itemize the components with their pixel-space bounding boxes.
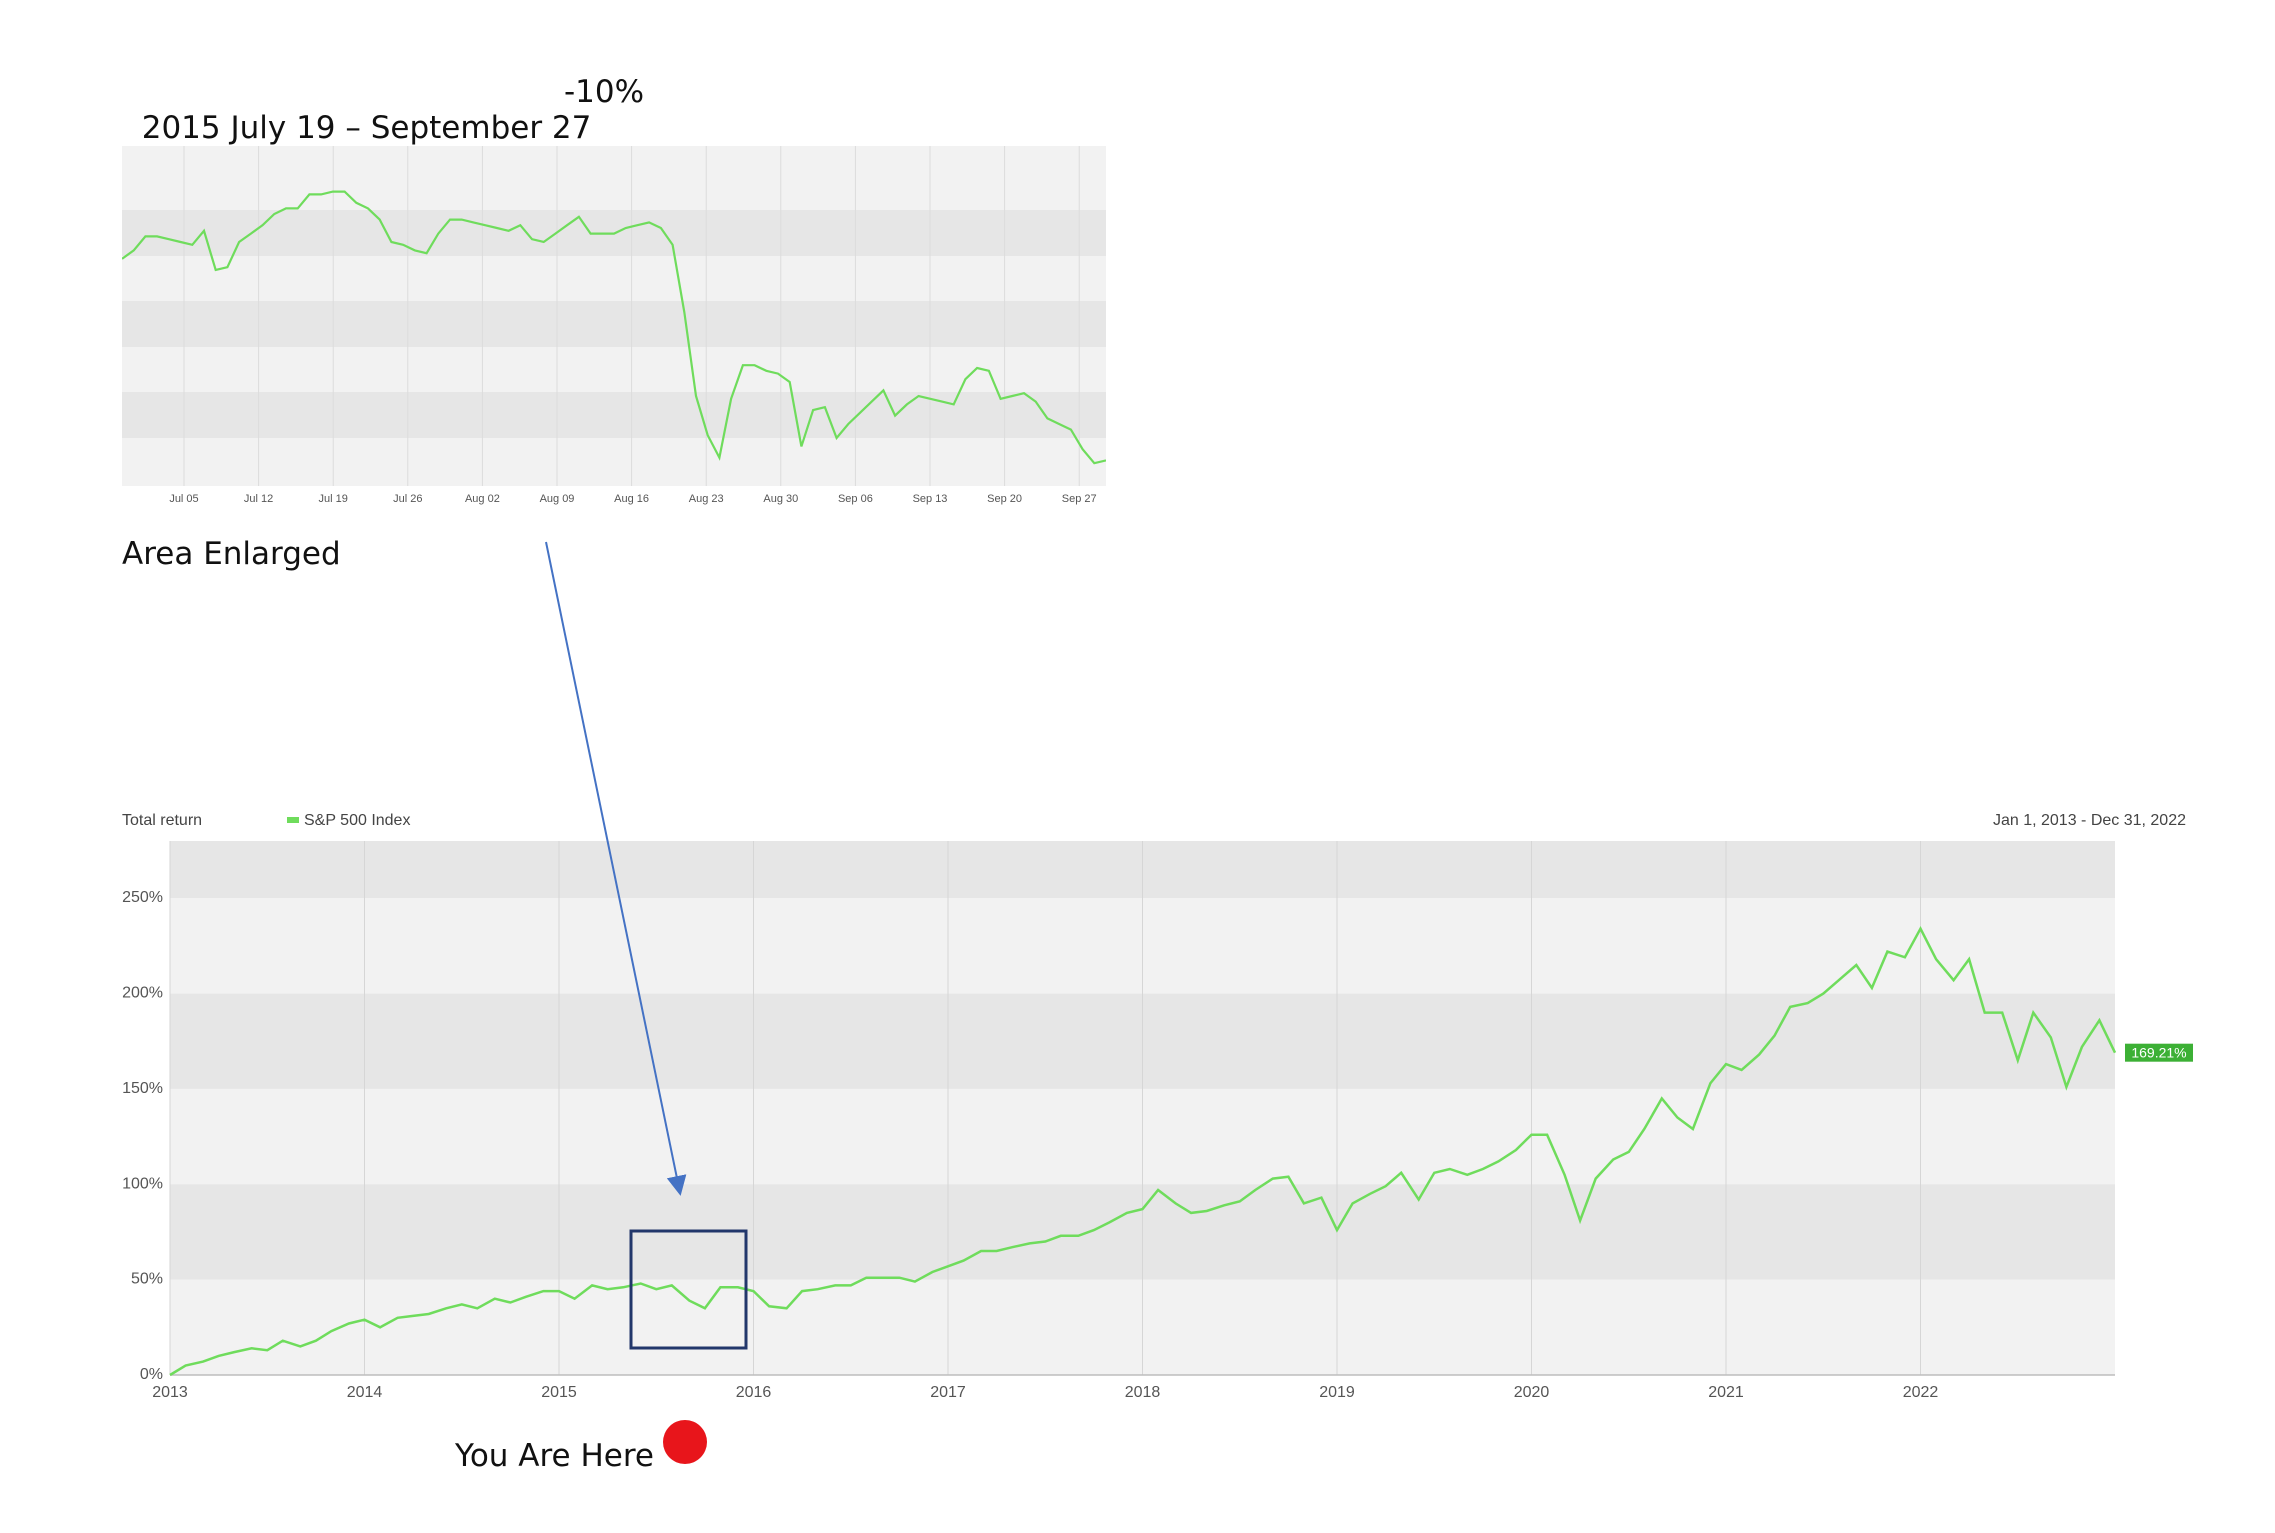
- main-x-tick-label: 2021: [1708, 1384, 1744, 1401]
- zoom-x-tick-label: Sep 06: [838, 493, 873, 505]
- period-heading: 2015 July 19 – September 27 -10%: [122, 74, 644, 182]
- main-y-tick-label: 250%: [122, 889, 163, 906]
- main-series-line: [169, 926, 2117, 1377]
- last-value-badge: [2125, 1043, 2193, 1062]
- you-are-here-note: You Are Here: [455, 1438, 655, 1474]
- zoom-series-line: [122, 190, 1106, 465]
- main-x-tick-label: 2014: [347, 1384, 383, 1401]
- zoom-x-tick-label: Jul 12: [244, 493, 273, 505]
- zoom-x-tick-label: Sep 27: [1062, 493, 1097, 505]
- zoom-x-tick-label: Aug 23: [689, 493, 724, 505]
- main-y-tick-label: 50%: [131, 1271, 163, 1288]
- main-y-tick-label: 200%: [122, 985, 163, 1002]
- zoomed-chart: Jul 05 Jul 12 Jul 19 Jul 26 Aug 02 Aug 09 Aug …: [122, 146, 1106, 505]
- period-change: -10%: [564, 74, 645, 110]
- zoom-x-tick-label: Jul 26: [393, 493, 422, 505]
- main-x-tick-label: 2015: [541, 1384, 577, 1401]
- date-range-label: Jan 1, 2013 - Dec 31, 2022: [1993, 812, 2186, 829]
- legend-swatch: [287, 817, 299, 823]
- main-x-tick-label: 2016: [736, 1384, 772, 1401]
- total-return-label: Total return: [122, 812, 202, 829]
- you-are-here-marker: [663, 1420, 707, 1464]
- zoom-x-tick-label: Aug 09: [540, 493, 575, 505]
- main-x-tick-label: 2019: [1319, 1384, 1355, 1401]
- last-value-label: 169.21%: [2131, 1045, 2186, 1061]
- zoom-band: [122, 438, 1106, 486]
- main-y-tick-label: 150%: [122, 1080, 163, 1097]
- zoom-x-tick-label: Sep 13: [913, 493, 948, 505]
- zoom-x-tick-label: Aug 02: [465, 493, 500, 505]
- zoom-band: [122, 164, 1106, 210]
- main-y-tick-label: 100%: [122, 1175, 163, 1192]
- main-chart: Total return S&P 500 Index Jan 1, 2013 - D…: [122, 812, 2193, 1401]
- zoom-band: [122, 392, 1106, 438]
- zoom-band: [122, 301, 1106, 347]
- zoom-band: [122, 347, 1106, 392]
- main-x-tick-label: 2020: [1514, 1384, 1550, 1401]
- zoom-x-tick-label: Jul 05: [169, 493, 198, 505]
- legend-label: S&P 500 Index: [304, 812, 410, 829]
- main-x-tick-label: 2018: [1125, 1384, 1161, 1401]
- zoom-x-tick-label: Jul 19: [319, 493, 348, 505]
- zoom-x-tick-label: Sep 20: [987, 493, 1022, 505]
- period-range: 2015 July 19 – September 27: [141, 110, 592, 146]
- main-x-tick-label: 2013: [152, 1384, 188, 1401]
- area-enlarged-note: Area Enlarged: [122, 536, 341, 572]
- main-x-tick-label: 2022: [1903, 1384, 1939, 1401]
- main-y-tick-label: 0%: [140, 1366, 163, 1383]
- main-x-tick-label: 2017: [930, 1384, 966, 1401]
- zoom-x-tick-label: Aug 30: [763, 493, 798, 505]
- zoom-band: [122, 256, 1106, 301]
- zoom-band: [122, 146, 1106, 164]
- zoom-x-tick-label: Aug 16: [614, 493, 649, 505]
